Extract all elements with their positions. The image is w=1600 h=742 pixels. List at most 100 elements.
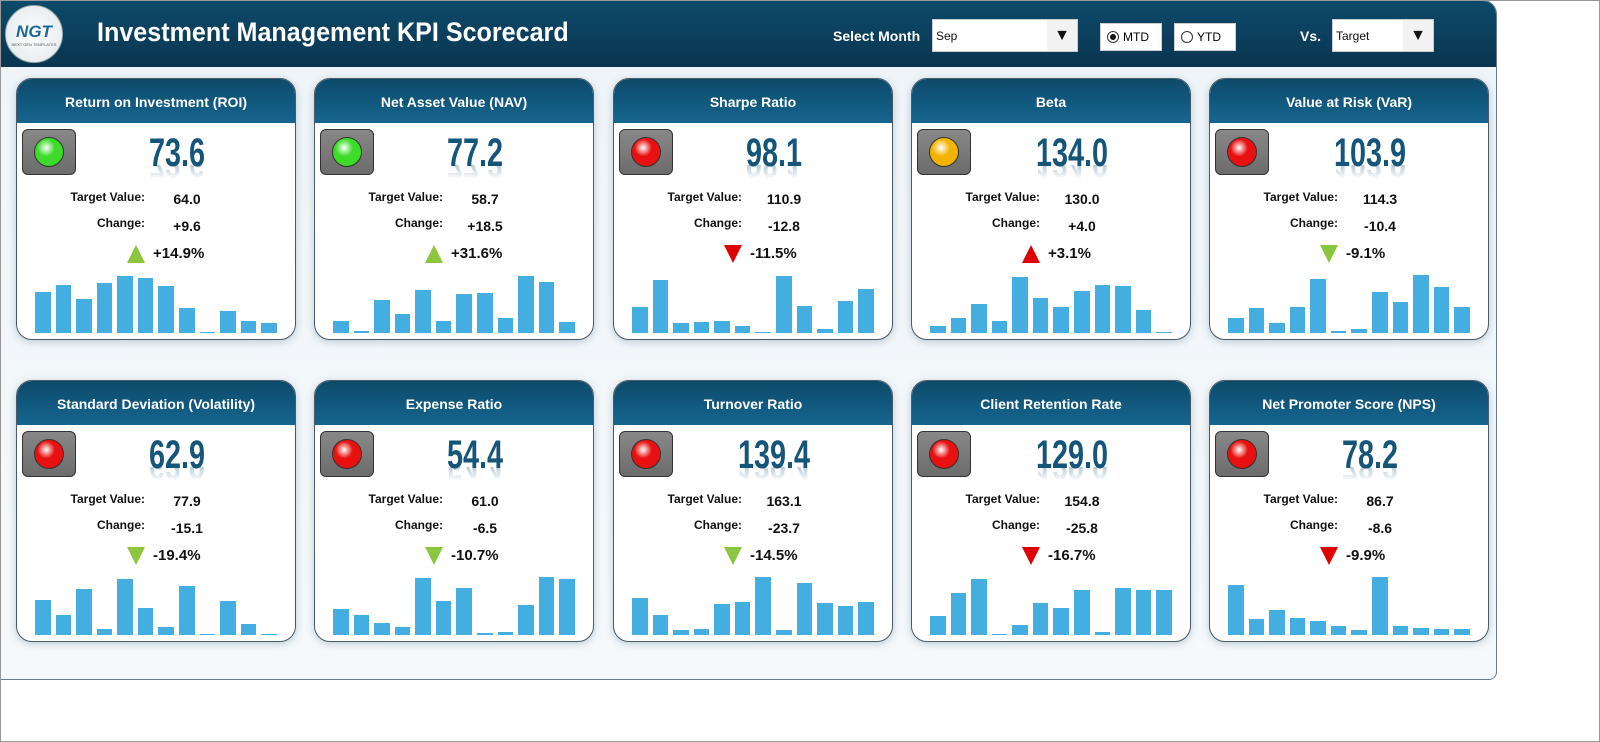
kpi-value: 139.4 [738,433,811,477]
kpi-title: Standard Deviation (Volatility) [17,381,295,425]
change-value: -15.1 [171,520,203,536]
trend-bar [632,598,648,635]
kpi-card: Net Promoter Score (NPS) 78.2 78.2 Targe… [1209,380,1489,642]
kpi-title: Value at Risk (VaR) [1210,79,1488,123]
kpi-title: Expense Ratio [315,381,593,425]
header-bar: NGT NEXT GEN TEMPLATES Investment Managem… [1,1,1496,67]
trend-bar [1289,307,1306,333]
trend-bar [755,332,772,333]
trend-bar [477,293,493,333]
kpi-value-reflection: 62.9 [141,467,213,487]
trend-bar [394,314,411,333]
trend-bar [1115,588,1131,635]
kpi-card: Return on Investment (ROI) 73.6 73.6 Tar… [16,78,296,340]
trend-bar [991,634,1008,635]
change-value: -25.8 [1066,520,1098,536]
kpi-value: 129.0 [1036,433,1109,477]
kpi-value: 98.1 [745,131,803,175]
trend-bar [837,301,854,333]
chevron-down-icon[interactable]: ▼ [1047,20,1077,51]
arrow-down-icon [1320,547,1338,565]
trend-chart [333,273,575,333]
target-label: Target Value: [965,190,1040,204]
kpi-card: Beta 134.0 134.0 Target Value: 130.0 Cha… [911,78,1191,340]
kpi-title: Sharpe Ratio [614,79,892,123]
page-title: Investment Management KPI Scorecard [97,17,569,47]
trend-bar [1351,630,1368,635]
trend-bar [817,329,833,333]
target-value: 64.0 [173,191,201,207]
kpi-value-reflection: 134.0 [1036,165,1108,185]
kpi-value: 62.9 [148,433,206,477]
trend-bar [518,605,534,635]
target-value: 61.0 [471,493,499,509]
radio-selected-icon [1107,31,1119,43]
trend-bar [714,321,730,333]
trend-bar [1012,277,1028,333]
trend-bar [1248,308,1265,333]
arrow-up-icon [425,245,443,263]
trend-bar [1248,619,1265,635]
trend-bar [1351,329,1368,333]
trend-bar [1372,577,1388,635]
trend-bar [1135,590,1152,635]
kpi-value-reflection: 77.2 [439,165,511,185]
change-value: -6.5 [472,520,498,536]
trend-bar [261,323,277,333]
trend-bar [435,601,452,635]
trend-bar [199,332,216,333]
change-percent: -11.5% [750,245,797,262]
trend-bar [1053,608,1070,635]
trend-bar [1433,629,1450,635]
change-value: +4.0 [1068,218,1096,234]
trend-bar [796,306,813,333]
trend-bar [776,630,792,635]
ytd-radio[interactable]: YTD [1174,23,1236,51]
trend-bar [693,629,710,635]
trend-bar [971,579,987,635]
trend-bar [714,604,730,635]
kpi-card: Standard Deviation (Volatility) 62.9 62.… [16,380,296,642]
trend-bar [415,578,431,635]
change-value: +18.5 [467,218,503,234]
arrow-up-icon [1022,245,1040,263]
trend-bar [240,321,257,333]
change-percent: +14.9% [153,245,205,262]
trend-bar [477,633,493,635]
trend-bar [930,326,946,333]
trend-bar [435,321,452,333]
status-light-icon [22,431,76,477]
change-percent: -19.4% [153,547,201,564]
kpi-value-reflection: 78.2 [1334,467,1406,487]
trend-bar [1372,292,1388,333]
trend-bar [734,602,751,635]
trend-chart [1228,273,1470,333]
chevron-down-icon[interactable]: ▼ [1403,20,1433,51]
change-label: Change: [992,216,1040,230]
trend-bar [96,629,113,635]
trend-bar [179,308,195,333]
kpi-value-reflection: 129.0 [1036,467,1108,487]
trend-bar [374,623,390,635]
trend-bar [559,579,575,635]
arrow-down-icon [1320,245,1338,263]
trend-chart [632,575,874,635]
trend-chart [35,575,277,635]
target-value: 130.0 [1064,191,1100,207]
month-dropdown[interactable]: Sep ▼ [932,19,1078,52]
status-light-icon [619,129,673,175]
trend-bar [1330,626,1347,635]
kpi-value-reflection: 73.6 [141,165,213,185]
change-label: Change: [1290,216,1338,230]
kpi-value: 73.6 [148,131,206,175]
change-percent: +3.1% [1048,245,1091,262]
trend-bar [559,322,575,333]
status-light-icon [320,431,374,477]
kpi-title: Return on Investment (ROI) [17,79,295,123]
change-label: Change: [694,518,742,532]
trend-bar [776,276,792,333]
target-label: Target Value: [1263,190,1338,204]
mtd-radio[interactable]: MTD [1100,23,1162,51]
vs-dropdown[interactable]: Target ▼ [1332,19,1434,52]
status-light-icon [917,129,971,175]
